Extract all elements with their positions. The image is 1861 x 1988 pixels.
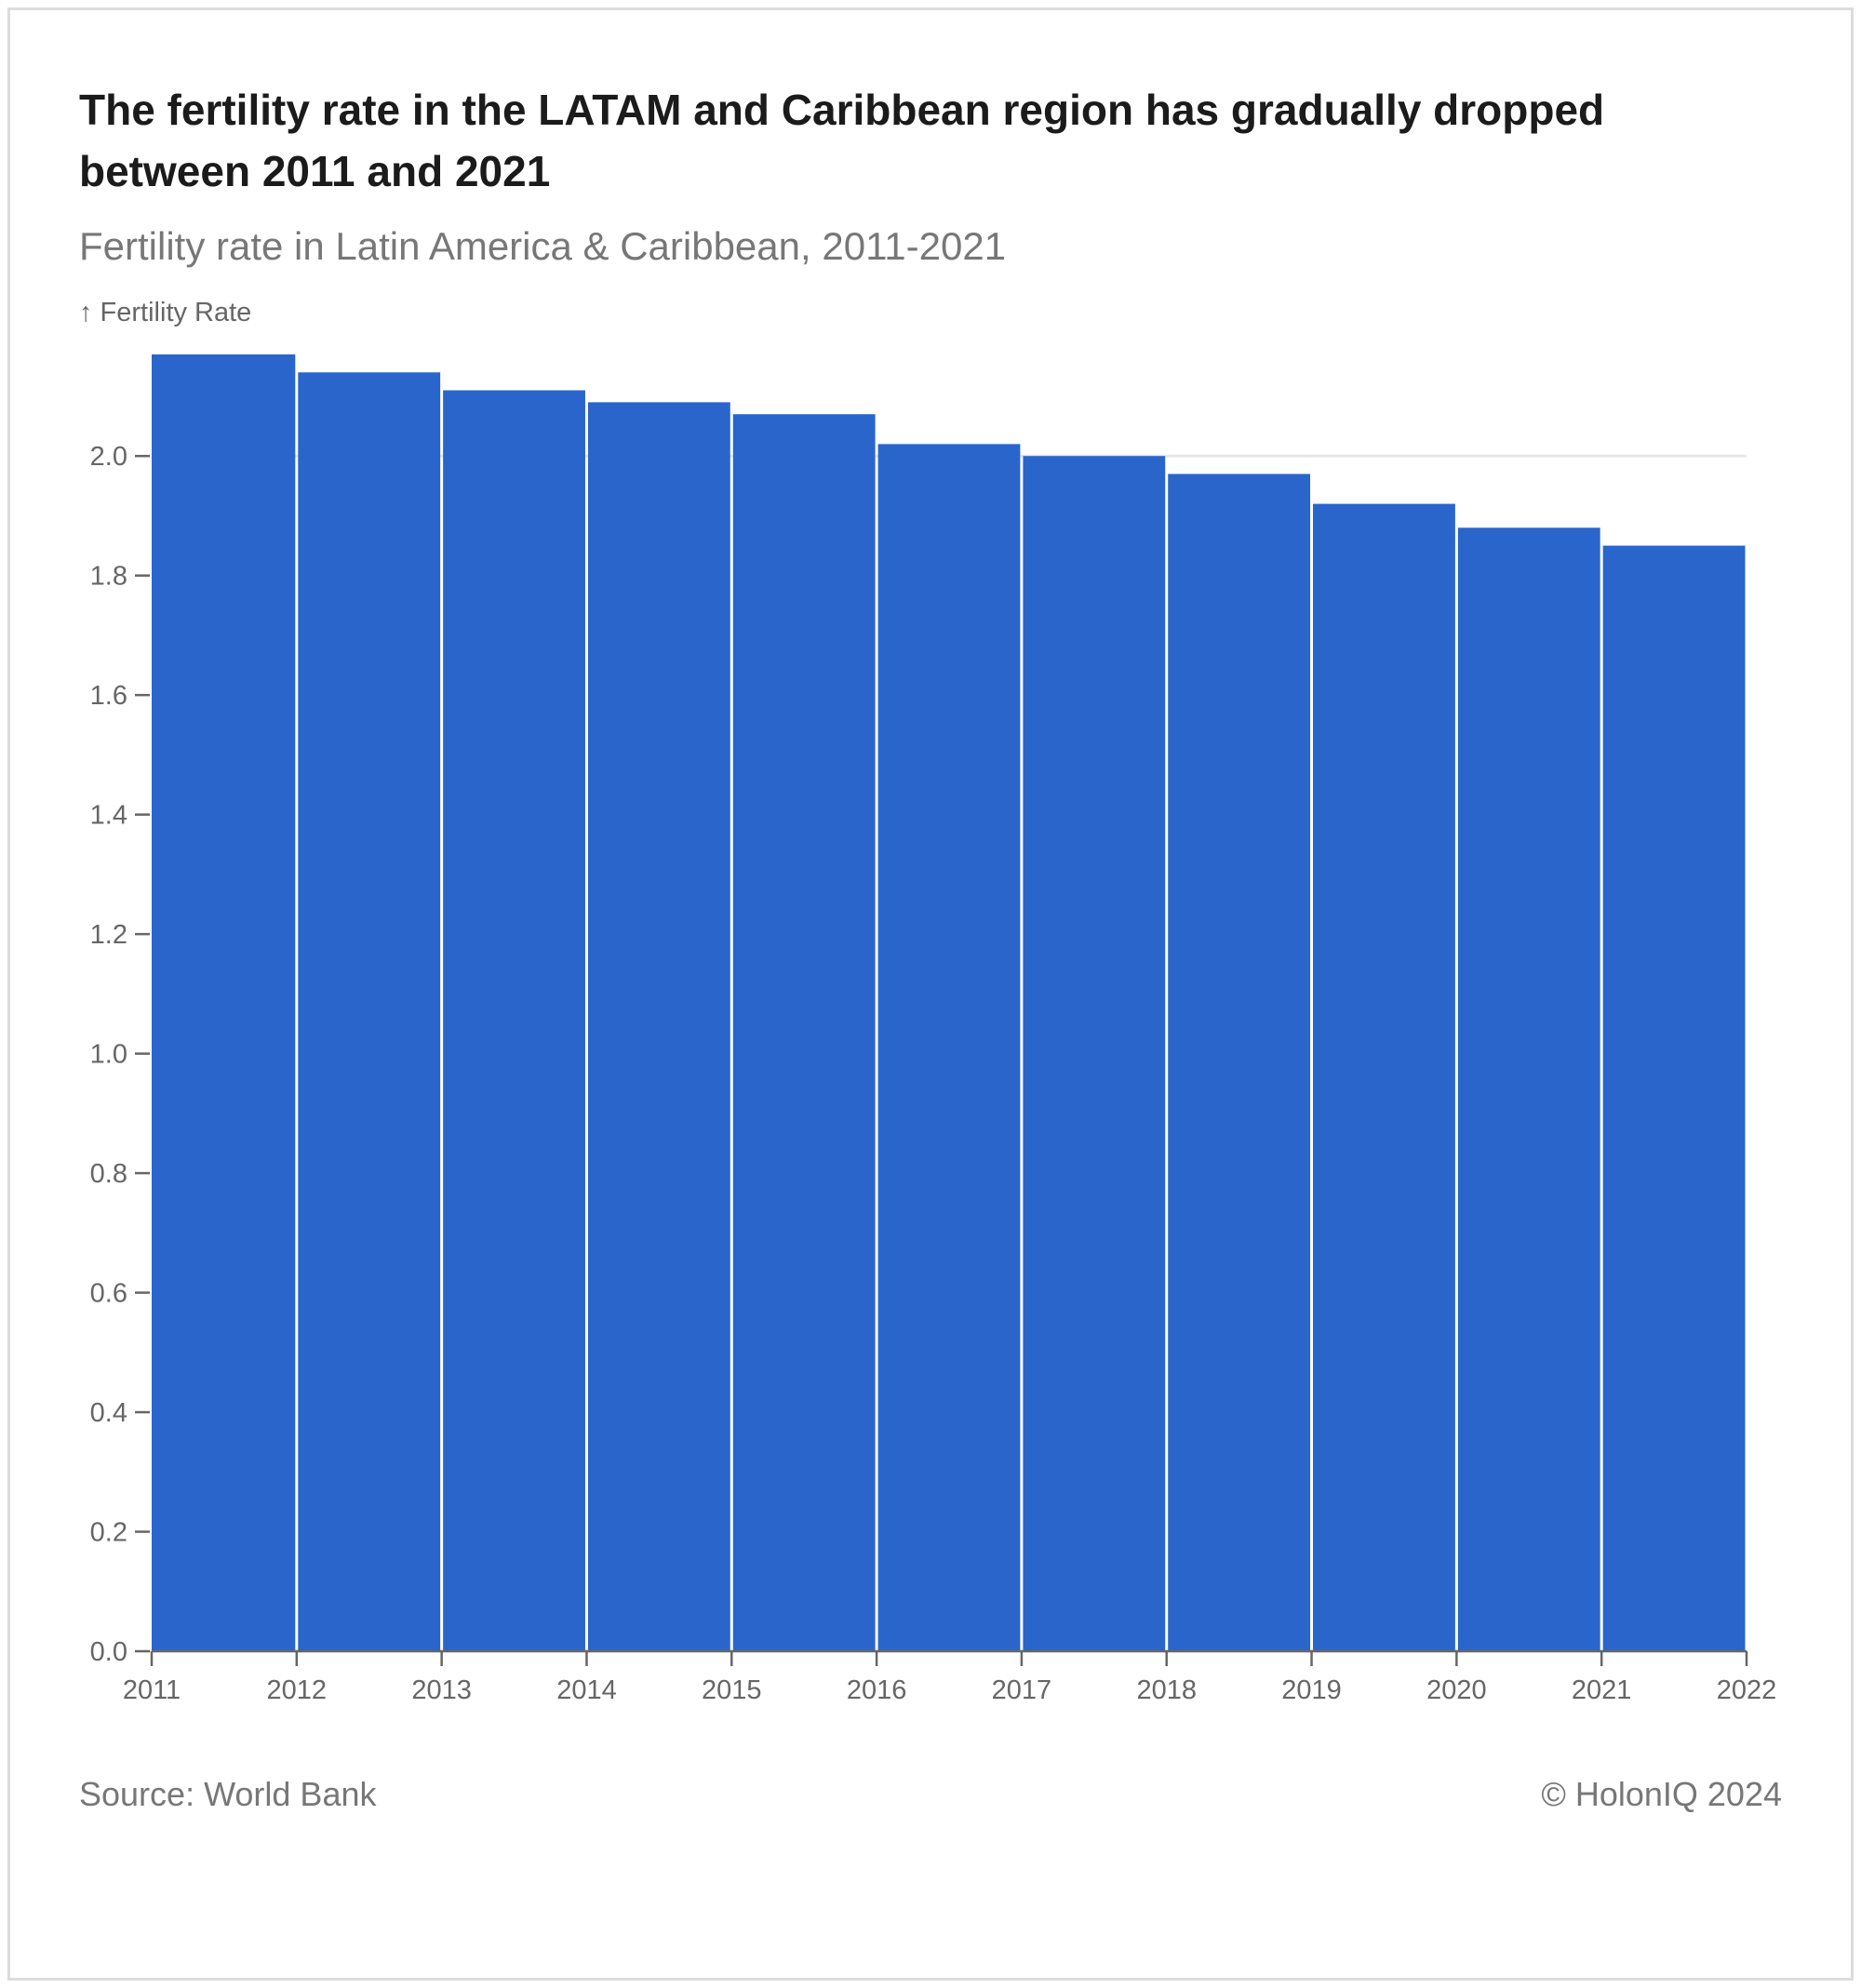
y-tick-label: 2.0 [90, 442, 127, 472]
y-tick-label: 0.0 [90, 1637, 127, 1667]
x-tick-label: 2021 [1572, 1675, 1632, 1705]
y-tick-label: 1.4 [90, 801, 127, 831]
x-tick-label: 2017 [992, 1675, 1052, 1705]
y-tick-label: 0.6 [90, 1279, 127, 1309]
y-axis: 0.0 0.2 0.4 0.6 0.8 1.0 1.2 1.4 1.6 1.8 2.0 [90, 442, 150, 1667]
x-tick-label: 2014 [556, 1675, 617, 1705]
x-tick-label: 2015 [702, 1675, 762, 1705]
bar-2021 [1602, 545, 1746, 1651]
bar-2015 [732, 414, 876, 1651]
y-tick-label: 1.0 [90, 1040, 127, 1070]
bar-2018 [1168, 474, 1311, 1651]
bar-2013 [443, 390, 585, 1652]
bar-2011 [152, 354, 296, 1651]
bar-2020 [1457, 527, 1600, 1651]
x-tick-label: 2016 [847, 1675, 907, 1705]
bar-2017 [1023, 456, 1166, 1651]
source-note: Source: World Bank [79, 1775, 377, 1813]
x-tick-label: 2022 [1717, 1675, 1777, 1705]
y-tick-label: 1.2 [90, 920, 127, 950]
y-axis-label: ↑ Fertility Rate [79, 298, 251, 327]
y-tick-label: 0.2 [90, 1518, 127, 1548]
chart-title: The fertility rate in the LATAM and Cari… [79, 86, 1605, 195]
chart-subtitle: Fertility rate in Latin America & Caribb… [79, 224, 1007, 268]
x-tick-label: 2013 [411, 1675, 472, 1705]
x-axis: 2011 2012 2013 2014 2015 2016 2017 2018 2019 2020… [123, 1649, 1777, 1705]
chart-card: The fertility rate in the LATAM and Cari… [7, 7, 1854, 1981]
y-tick-label: 0.4 [90, 1398, 127, 1428]
bar-2019 [1313, 503, 1455, 1651]
copyright-note: © HolonIQ 2024 [1541, 1775, 1782, 1813]
y-tick-label: 1.8 [90, 562, 127, 592]
x-tick-label: 2012 [267, 1675, 328, 1705]
bar-chart: ↑ Fertility Rate 0.0 0.2 0.4 0.6 0.8 1.0 1.2 1.… [79, 298, 1777, 1705]
x-tick-label: 2011 [123, 1675, 181, 1705]
x-tick-label: 2018 [1136, 1675, 1197, 1705]
x-tick-label: 2019 [1281, 1675, 1342, 1705]
bars [152, 354, 1746, 1652]
y-tick-label: 0.8 [90, 1159, 127, 1189]
bar-2014 [587, 402, 730, 1651]
x-tick-label: 2020 [1426, 1675, 1487, 1705]
y-tick-label: 1.6 [90, 681, 127, 711]
bar-2012 [298, 372, 441, 1652]
bar-2016 [877, 444, 1021, 1652]
